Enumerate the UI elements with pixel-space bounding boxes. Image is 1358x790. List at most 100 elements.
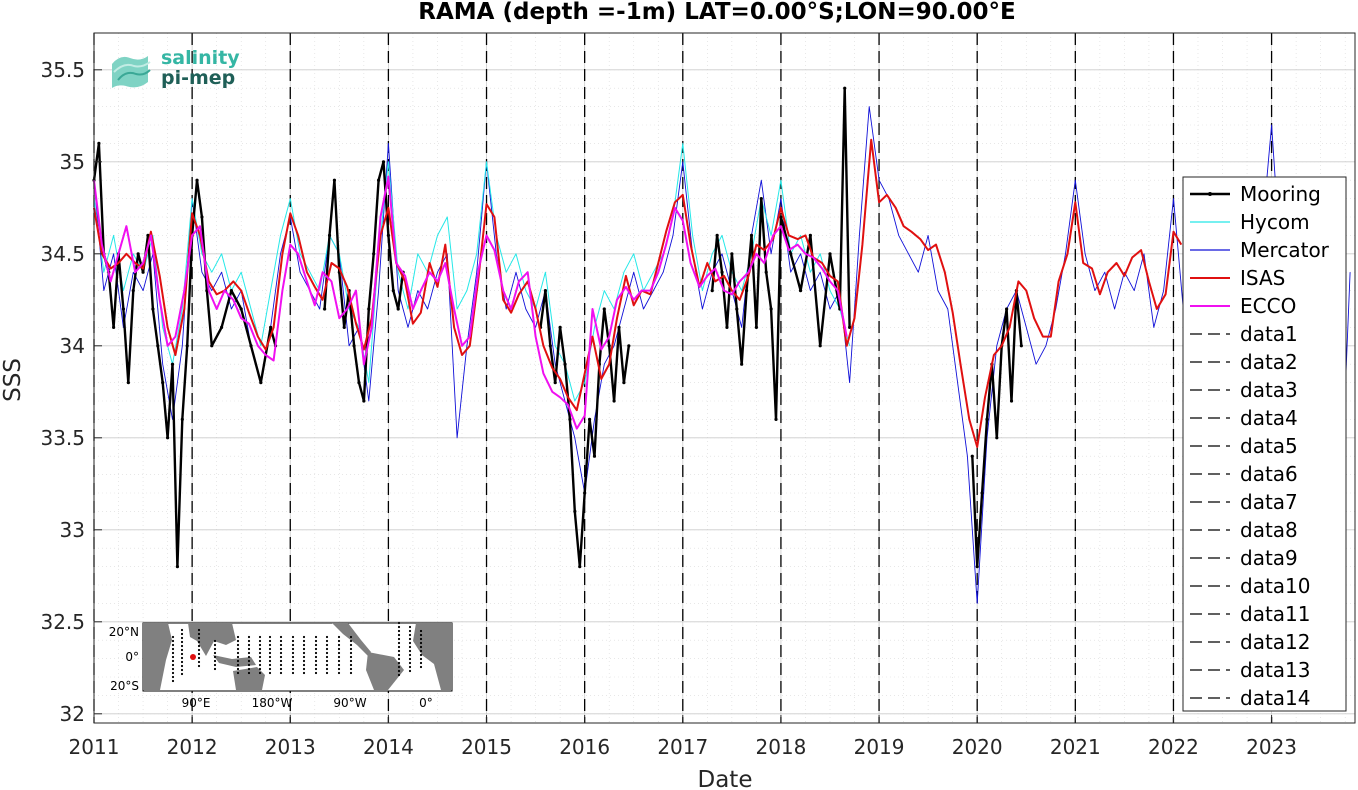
inset-map-mooring-dot bbox=[180, 660, 184, 664]
inset-map-mooring-dot bbox=[180, 672, 184, 676]
legend-label: data2 bbox=[1240, 350, 1298, 374]
mooring-point bbox=[568, 417, 572, 421]
mooring-point bbox=[362, 399, 366, 403]
series-line-hycom bbox=[93, 142, 851, 402]
inset-map-mooring-dot bbox=[397, 621, 401, 625]
legend-label: ISAS bbox=[1240, 266, 1285, 290]
inset-map-mooring-dot bbox=[247, 643, 251, 647]
inset-map-land-asia bbox=[188, 623, 236, 656]
inset-map-mooring-dot bbox=[247, 671, 251, 675]
legend-item-data5: data5 bbox=[1190, 434, 1298, 458]
inset-map-mooring-dot bbox=[279, 659, 283, 663]
inset-map-mooring-dot bbox=[302, 639, 306, 643]
mooring-point bbox=[156, 344, 160, 348]
inset-map-mooring-dot bbox=[180, 632, 184, 636]
inset-map-mooring-dot bbox=[171, 639, 175, 643]
inset-map-mooring-dot bbox=[213, 663, 217, 667]
inset-map-mooring-dot bbox=[258, 635, 262, 639]
inset-map-mooring-dot bbox=[291, 651, 295, 655]
legend-label: data10 bbox=[1240, 574, 1311, 598]
inset-map-mooring-dot bbox=[247, 647, 251, 651]
inset-map-mooring-dot bbox=[325, 663, 329, 667]
mooring-point bbox=[995, 436, 999, 440]
mooring-point bbox=[607, 344, 611, 348]
inset-map-mooring-dot bbox=[397, 637, 401, 641]
inset-map-mooring-dot bbox=[314, 663, 318, 667]
inset-map-mooring-dot bbox=[419, 645, 423, 649]
legend-label: data13 bbox=[1240, 658, 1311, 682]
x-tick-label: 2023 bbox=[1246, 735, 1297, 759]
y-axis-label: SSS bbox=[0, 358, 26, 402]
x-tick-label: 2022 bbox=[1148, 735, 1199, 759]
legend-item-mooring: Mooring bbox=[1190, 182, 1321, 206]
inset-map-mooring-dot bbox=[419, 649, 423, 653]
legend-item-data11: data11 bbox=[1190, 602, 1311, 626]
mooring-point bbox=[980, 491, 984, 495]
legend-label: Hycom bbox=[1240, 210, 1310, 234]
inset-map-mooring-dot bbox=[180, 636, 184, 640]
plot-area bbox=[94, 33, 1355, 723]
x-tick-label: 2018 bbox=[755, 735, 806, 759]
inset-map-mooring-dot bbox=[302, 635, 306, 639]
mooring-point bbox=[151, 307, 155, 311]
inset-map-mooring-dot bbox=[268, 651, 272, 655]
mooring-point bbox=[779, 215, 783, 219]
inset-map-lon-180w: 180°W bbox=[252, 696, 293, 710]
inset-map-mooring-dot bbox=[247, 655, 251, 659]
inset-map-mooring-dot bbox=[291, 639, 295, 643]
legend-label: data11 bbox=[1240, 602, 1311, 626]
inset-map-land-australia bbox=[233, 667, 265, 690]
legend-label: data6 bbox=[1240, 462, 1298, 486]
inset-map-mooring-dot bbox=[397, 665, 401, 669]
x-tick-label: 2017 bbox=[657, 735, 708, 759]
mooring-point bbox=[327, 233, 332, 237]
mooring-point bbox=[553, 381, 557, 385]
inset-map-mooring-dot bbox=[236, 671, 240, 675]
mooring-point bbox=[798, 289, 803, 293]
inset-map-mooring-dot bbox=[213, 647, 217, 651]
inset-map-mooring-dot bbox=[325, 647, 329, 651]
series-layer bbox=[92, 86, 1351, 604]
inset-map-mooring-dot bbox=[302, 647, 306, 651]
inset-map-mooring-dot bbox=[171, 655, 175, 659]
mooring-point bbox=[730, 252, 734, 256]
mooring-point bbox=[1009, 399, 1014, 403]
mooring-point bbox=[357, 381, 361, 385]
mooring-point bbox=[573, 509, 577, 513]
legend-label: data9 bbox=[1240, 546, 1298, 570]
legend-item-hycom: Hycom bbox=[1190, 210, 1310, 234]
inset-map-mooring-dot bbox=[397, 629, 401, 633]
mooring-point bbox=[259, 381, 263, 385]
mooring-point bbox=[249, 344, 253, 348]
mooring-point bbox=[710, 289, 714, 293]
inset-map-mooring-dot bbox=[279, 663, 283, 667]
inset-map-mooring-dot bbox=[397, 645, 401, 649]
legend-item-mercator: Mercator bbox=[1190, 238, 1330, 262]
legend-item-data10: data10 bbox=[1190, 574, 1311, 598]
inset-map-land-central-america bbox=[332, 623, 371, 656]
mooring-point bbox=[391, 289, 395, 293]
y-tick-label: 35 bbox=[60, 150, 85, 174]
mooring-point bbox=[759, 197, 763, 201]
inset-map-mooring-dot bbox=[279, 643, 283, 647]
legend-item-data12: data12 bbox=[1190, 630, 1311, 654]
x-axis: 2011 2012 2013 2014 2015 2016 2017 2018 2019 2020… bbox=[69, 715, 1297, 759]
inset-map-mooring-dot bbox=[314, 655, 318, 659]
legend-label: data7 bbox=[1240, 490, 1298, 514]
mooring-point bbox=[121, 307, 126, 311]
mooring-point bbox=[975, 565, 979, 569]
inset-map-mooring-dot bbox=[325, 667, 329, 671]
legend-item-data9: data9 bbox=[1190, 546, 1298, 570]
inset-map-mooring-dot bbox=[302, 651, 306, 655]
legend-item-data1: data1 bbox=[1190, 322, 1298, 346]
inset-map-mooring-dot bbox=[247, 635, 251, 639]
mooring-point bbox=[97, 141, 101, 145]
inset-map-mooring-dot bbox=[268, 647, 272, 651]
inset-map-mooring-dot bbox=[325, 655, 329, 659]
inset-map-mooring-dot bbox=[397, 657, 401, 661]
mooring-point bbox=[843, 86, 847, 90]
inset-map-mooring-dot bbox=[171, 679, 175, 683]
inset-map-mooring-dot bbox=[337, 659, 341, 663]
inset-map-mooring-dot bbox=[337, 651, 341, 655]
